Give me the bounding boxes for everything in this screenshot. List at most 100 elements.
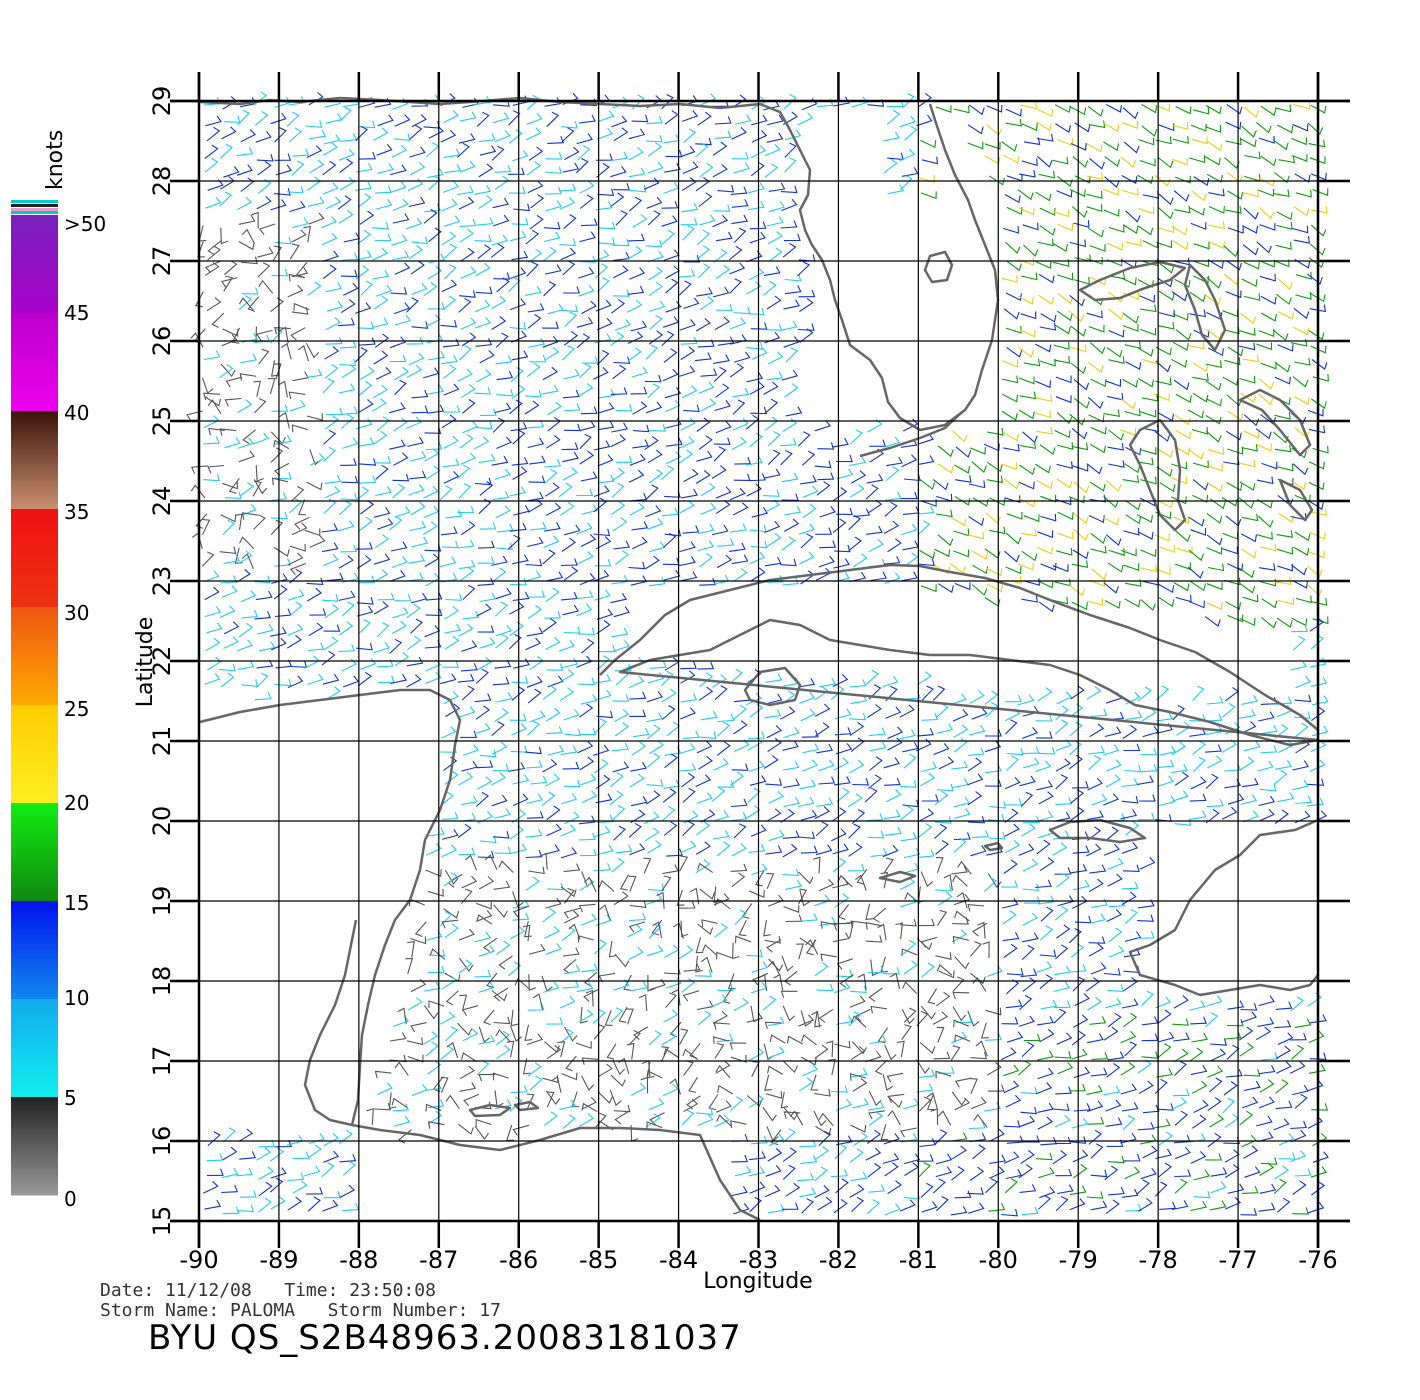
wind-barb — [1000, 1047, 1017, 1061]
wind-barb — [1034, 410, 1051, 419]
y-tick-label: 18 — [148, 966, 176, 997]
wind-barb — [1207, 563, 1225, 572]
wind-barb — [507, 534, 521, 550]
wind-barb — [1036, 839, 1051, 855]
wind-barb — [326, 300, 343, 312]
wind-barb — [478, 876, 495, 890]
wind-barb — [1309, 1052, 1327, 1060]
wind-barb — [628, 147, 644, 161]
wind-barb — [338, 209, 354, 224]
x-tick-label: -86 — [499, 1246, 538, 1274]
wind-barb — [967, 1187, 984, 1195]
wind-barb — [1241, 694, 1259, 705]
wind-barb — [713, 204, 731, 212]
wind-barb — [390, 181, 407, 194]
wind-barb — [765, 1165, 782, 1177]
wind-barb — [289, 562, 306, 575]
wind-barb — [1205, 294, 1222, 306]
wind-barb — [356, 642, 373, 651]
wind-barb — [695, 841, 711, 855]
wind-barb — [1006, 173, 1023, 182]
wind-barb — [850, 1124, 867, 1133]
wind-barb — [951, 760, 968, 770]
wind-barb — [341, 406, 359, 415]
wind-barb — [1158, 262, 1175, 274]
wind-barb — [254, 610, 272, 620]
wind-barb — [462, 584, 476, 600]
wind-barb — [885, 789, 902, 803]
wind-barb — [391, 234, 408, 246]
wind-barb — [1091, 568, 1108, 581]
wind-barb — [223, 166, 240, 178]
wind-barb — [256, 672, 269, 688]
wind-barb — [461, 875, 478, 889]
wind-barb — [291, 486, 305, 502]
wind-barb — [459, 994, 468, 1011]
wind-barb — [324, 415, 340, 430]
wind-barb — [1003, 478, 1020, 490]
wind-barb — [525, 389, 542, 398]
wind-barb — [731, 763, 749, 771]
wind-barb — [207, 245, 221, 261]
wind-barb — [647, 974, 655, 992]
wind-barb — [799, 779, 817, 790]
wind-barb — [546, 663, 564, 671]
wind-barb — [661, 688, 677, 703]
wind-barb — [1124, 341, 1141, 349]
wind-barb — [1154, 430, 1171, 442]
wind-barb — [581, 356, 599, 364]
wind-barb — [749, 1181, 766, 1194]
wind-barb — [322, 250, 339, 262]
wind-barb — [1087, 1033, 1104, 1044]
wind-barb — [338, 500, 352, 516]
wind-barb — [850, 1067, 868, 1078]
wind-barb — [1227, 190, 1244, 200]
wind-barb — [663, 779, 681, 789]
wind-barb — [373, 507, 391, 518]
wind-barb — [783, 111, 799, 126]
wind-barb — [581, 913, 598, 926]
y-tick-label: 15 — [148, 1206, 176, 1237]
wind-barb — [322, 673, 340, 685]
wind-barb — [1224, 686, 1240, 702]
wind-barb — [697, 339, 715, 348]
wind-barb — [1188, 207, 1205, 216]
wind-barb — [766, 872, 775, 889]
wind-barb — [701, 956, 713, 973]
wind-barb — [610, 772, 624, 788]
wind-barb — [936, 1026, 945, 1043]
wind-barb — [1225, 121, 1242, 130]
wind-barb — [882, 675, 899, 688]
wind-barb — [663, 821, 678, 836]
wind-barb — [630, 1082, 647, 1096]
wind-barb — [543, 281, 557, 297]
wind-barb — [1140, 447, 1157, 455]
wind-barb — [748, 844, 766, 853]
wind-barb — [203, 570, 220, 583]
wind-barb — [390, 673, 407, 685]
wind-barb — [544, 459, 562, 468]
wind-barb — [1225, 290, 1242, 299]
wind-barb — [598, 644, 616, 653]
wind-barb — [441, 354, 458, 365]
wind-barb — [730, 334, 747, 345]
wind-barb — [883, 131, 900, 142]
wind-barb — [407, 1054, 424, 1063]
wind-barb — [392, 607, 409, 619]
wind-barb — [321, 523, 339, 533]
wind-barb — [1193, 259, 1210, 268]
wind-barb — [559, 669, 575, 683]
wind-barb — [732, 387, 750, 398]
wind-barb — [849, 483, 865, 498]
wind-barb — [731, 199, 749, 208]
wind-barb — [1307, 408, 1324, 417]
wind-barb — [1242, 189, 1259, 198]
wind-barb — [610, 467, 626, 483]
wind-barb — [1107, 1012, 1122, 1028]
wind-barb — [782, 1164, 796, 1180]
wind-barb — [768, 182, 786, 192]
wind-barb — [748, 200, 765, 211]
wind-barb — [629, 912, 647, 922]
wind-barb — [231, 327, 241, 344]
wind-barb — [1292, 779, 1309, 791]
